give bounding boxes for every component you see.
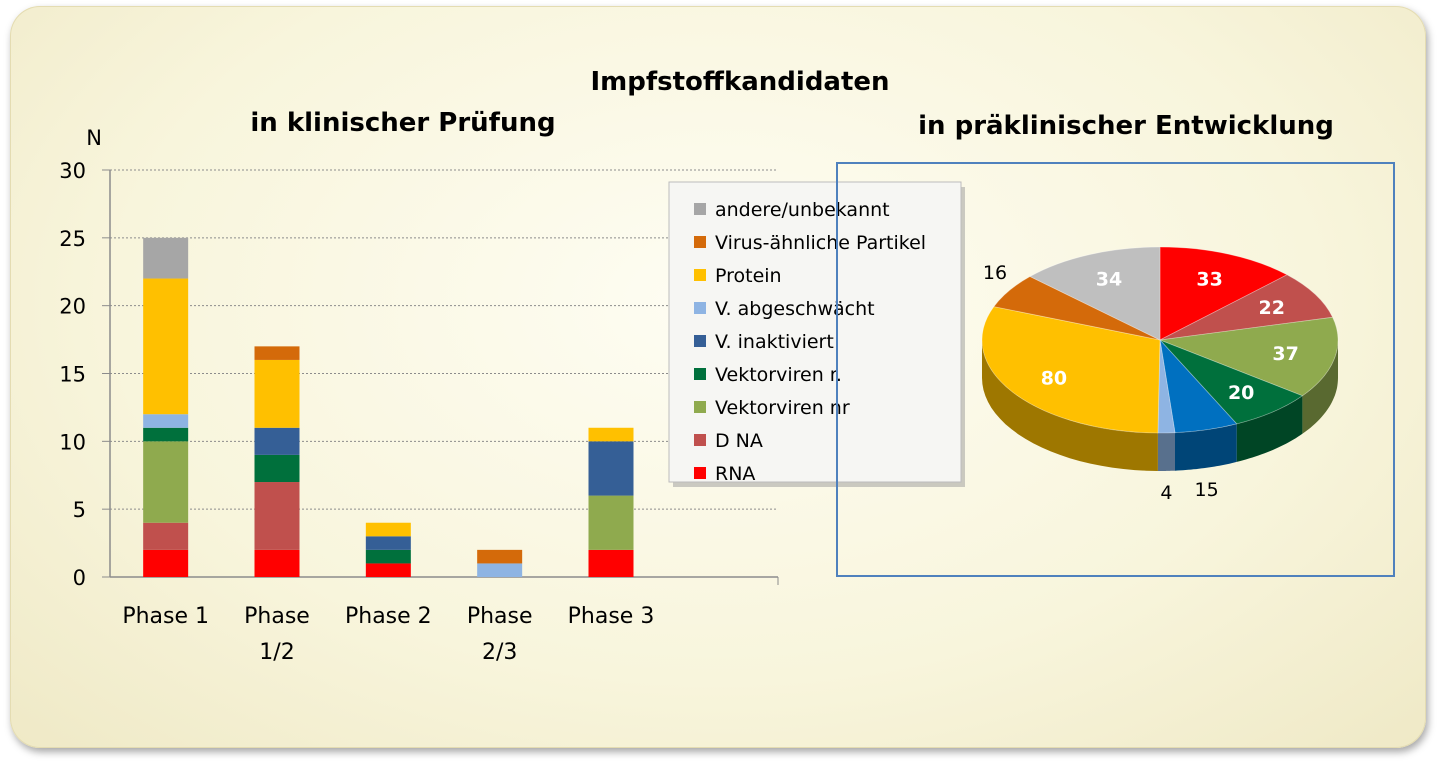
y-tick-label: 15 [59, 363, 86, 387]
legend-label: Virus-ähnliche Partikel [715, 232, 926, 254]
pie-data-label: 37 [1272, 343, 1298, 365]
y-axis-label: N [86, 126, 102, 150]
pie-data-label: 4 [1160, 482, 1172, 504]
bar-segment [365, 563, 411, 577]
bar-segment [477, 563, 523, 577]
x-tick-label-line: Phase [467, 604, 533, 629]
y-tick-label: 0 [73, 566, 86, 590]
bar-segment [143, 522, 189, 550]
main-title: Impfstoffkandidaten [590, 67, 889, 97]
x-tick-label: Phase 2 [345, 604, 432, 629]
pie-data-label: 80 [1041, 368, 1067, 390]
legend-swatch [694, 203, 706, 215]
legend-swatch [694, 302, 706, 314]
pie-slice [1159, 338, 1238, 434]
bar-segment [365, 549, 411, 564]
y-tick-label: 10 [59, 430, 86, 454]
pie-chart: 33 22 37 20 15 4 80 16 34 [981, 246, 1339, 504]
pie-slice [1159, 274, 1334, 341]
pie-data-label: 22 [1259, 297, 1285, 319]
x-tick-label: Phase 2/3 [467, 604, 533, 665]
legend-swatch [694, 401, 706, 413]
pie-data-label: 15 [1194, 479, 1218, 501]
pie-slice [1029, 246, 1161, 341]
legend-label: andere/unbekannt [715, 199, 890, 221]
bar-segment [254, 454, 300, 483]
pie-side [982, 340, 1158, 471]
y-tick-label: 5 [73, 498, 86, 522]
bar-segment [143, 414, 189, 428]
legend-box [668, 181, 962, 483]
x-tick-label: Phase 1 [122, 604, 209, 629]
bar-segment [254, 482, 300, 550]
legend-label: D NA [715, 430, 763, 452]
legend-label: V. abgeschwächt [715, 298, 875, 320]
pie-data-label: 33 [1196, 268, 1222, 290]
pie-slice [993, 276, 1161, 341]
pie-slice [1159, 246, 1288, 341]
pie-slice [1159, 339, 1304, 425]
bar-segment [365, 536, 411, 550]
legend-label: Vektorviren r. [715, 364, 842, 386]
legend-label: Vektorviren nr [715, 397, 850, 419]
right-title: in präklinischer Entwicklung [918, 111, 1334, 141]
bar-segment [588, 441, 634, 496]
pie-data-label: 34 [1096, 269, 1122, 291]
bar-segment [254, 549, 300, 577]
pie-slice [981, 306, 1161, 434]
legend-swatch [694, 368, 706, 380]
pie-frame [836, 162, 1395, 577]
legend-label: RNA [715, 463, 755, 485]
bar-segment [254, 346, 300, 360]
x-tick-label-line: Phase 2 [345, 604, 432, 629]
bar-segment [143, 278, 189, 415]
pie-data-label: 20 [1228, 382, 1254, 404]
bar-segment [588, 427, 634, 442]
bar-segment [143, 441, 189, 523]
bar-segment [254, 359, 300, 428]
bar-segment [365, 522, 411, 537]
bar-segment [143, 237, 189, 279]
x-tick-label: Phase 3 [568, 604, 655, 629]
legend-label: V. inaktiviert [715, 331, 834, 353]
bar-segment [477, 549, 523, 564]
pie-side [1236, 395, 1303, 462]
left-title: in klinischer Prüfung [250, 108, 555, 138]
pie-side [1175, 423, 1237, 471]
pie-side [1157, 432, 1175, 471]
x-tick-label-line: 2/3 [482, 640, 517, 665]
legend-swatch [694, 434, 706, 446]
pie-slice [1159, 316, 1339, 397]
bar-segment [588, 495, 634, 550]
bar-segment [254, 427, 300, 455]
x-tick-label-line: Phase [244, 604, 310, 629]
y-tick-label: 30 [59, 159, 86, 183]
bar-chart: 0 5 10 15 20 25 30N Phase 1 Phase 1/2 Phase 2 Phase… [59, 126, 779, 665]
legend-swatch [694, 335, 706, 347]
pie-slice [1157, 339, 1176, 434]
legend-swatch [694, 236, 706, 248]
x-tick-label: Phase 1/2 [244, 604, 310, 665]
bar-segment [143, 427, 189, 442]
pie-data-label: 16 [983, 262, 1007, 284]
legend-swatch [694, 467, 706, 479]
legend: andere/unbekannt Virus-ähnliche Partikel P… [668, 181, 965, 487]
x-tick-label-line: 1/2 [259, 640, 294, 665]
bar-segment [143, 549, 189, 577]
legend-swatch [694, 269, 706, 281]
y-tick-label: 25 [59, 227, 86, 251]
x-tick-label-line: Phase 1 [122, 604, 209, 629]
y-tick-label: 20 [59, 295, 86, 319]
x-tick-label-line: Phase 3 [568, 604, 655, 629]
pie-side [1302, 340, 1338, 434]
legend-label: Protein [715, 265, 782, 287]
bar-segment [588, 549, 634, 577]
